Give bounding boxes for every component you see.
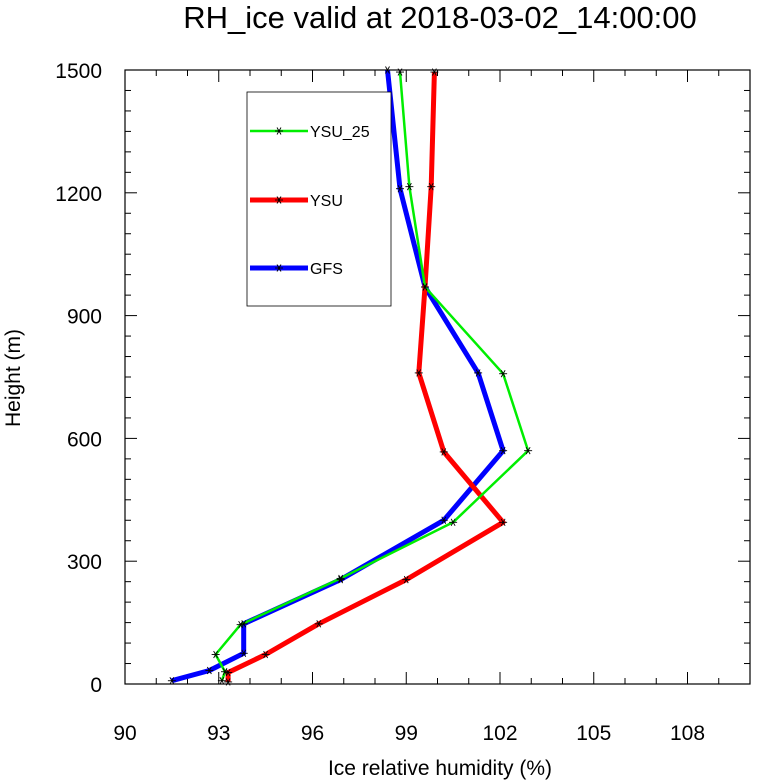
data-point-ysu-25 [499,370,508,378]
data-point-ysu-25 [217,677,226,685]
data-point-ysu-25 [336,574,345,583]
plot-frame [124,69,751,685]
data-point-gfs [474,369,483,377]
data-point-ysu [430,68,439,76]
data-point-ysu [261,650,270,659]
legend-marker [275,264,283,272]
data-point-ysu-25 [221,668,229,676]
data-point-ysu-25 [405,182,414,191]
y-tick-label: 600 [67,428,102,451]
y-axis-label: Height (m) [2,329,25,427]
data-point-ysu [224,678,233,686]
x-tick-label: 93 [207,722,230,745]
data-point-gfs [239,649,248,658]
x-tick-label: 102 [482,722,517,745]
data-point-gfs [499,446,508,455]
legend-item-gfs: GFS [250,261,343,278]
data-point-ysu-25 [449,518,458,527]
legend-item-ysu: YSU [250,193,343,210]
legend-marker [275,127,283,135]
y-tick-labels: 0 300 600 900 1200 1500 [55,60,102,697]
chart-title: RH_ice valid at 2018-03-02_14:00:00 [183,0,697,35]
data-point-ysu [427,182,436,191]
legend-label: YSU_25 [310,124,370,141]
data-point-gfs [167,677,176,685]
legend-marker [275,196,283,204]
x-axis-label: Ice relative humidity (%) [328,757,552,780]
data-point-ysu [499,518,508,527]
data-point-gfs [336,575,345,584]
legend-label: YSU [310,193,343,210]
data-point-ysu-25 [524,446,533,455]
y-tick-label: 0 [90,674,102,697]
y-tick-label: 300 [67,551,102,574]
y-tick-label: 900 [67,306,102,329]
data-point-ysu [414,369,423,377]
axis-ticks [124,69,751,685]
x-tick-label: 90 [113,722,136,745]
x-tick-label: 96 [301,722,324,745]
y-tick-label: 1200 [55,183,102,206]
x-tick-label: 105 [576,722,611,745]
y-tick-label: 1500 [55,60,102,83]
data-point-ysu-25 [236,620,245,629]
data-point-ysu-25 [396,68,404,76]
data-point-ysu [402,575,411,584]
data-point-gfs [439,516,448,524]
data-point-gfs [383,66,392,74]
series-layer [167,66,533,686]
legend-item-ysu-25: YSU_25 [250,124,370,141]
data-point-ysu-25 [211,650,220,659]
plot-area [124,66,751,686]
x-tick-label: 99 [395,722,418,745]
data-point-ysu [439,448,448,456]
data-point-ysu [314,620,323,628]
data-point-gfs [396,185,404,193]
x-tick-label: 108 [670,722,705,745]
data-point-gfs [205,666,214,675]
legend: YSU_25 YSU GFS [246,91,392,307]
data-point-ysu-25 [421,283,429,291]
legend-label: GFS [310,261,343,278]
x-tick-labels: 90 93 96 99 102 105 108 [113,722,705,745]
